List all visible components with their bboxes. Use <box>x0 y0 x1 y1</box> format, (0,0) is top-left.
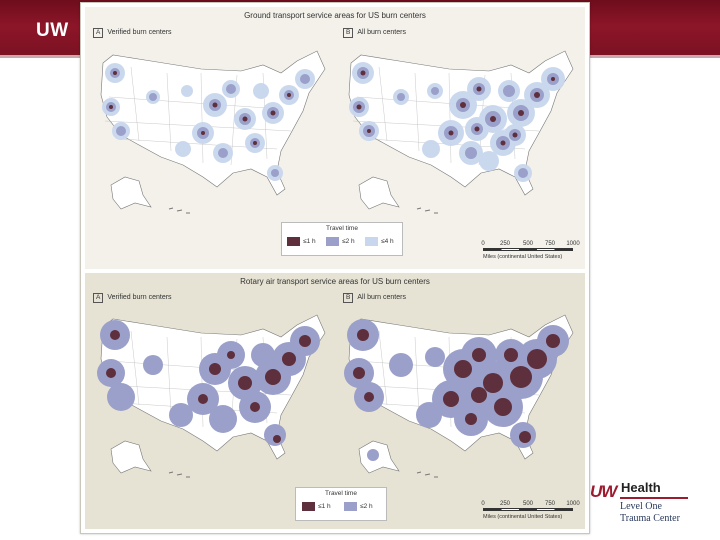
air-all-map <box>344 314 574 478</box>
scale-tick: 750 <box>544 501 556 507</box>
legend-label: ≤1 h <box>318 503 331 511</box>
scale-tick: 1000 <box>566 241 580 247</box>
scale-bar-graphic <box>483 248 573 251</box>
ground-legend-title: Travel time <box>326 225 358 232</box>
logo-trauma-center: Trauma Center <box>620 513 680 524</box>
scale-tick: 0 <box>481 241 485 247</box>
ground-legend-item-1h: ≤1 h <box>287 237 316 246</box>
air-map-a-letter: A <box>93 293 104 303</box>
air-map-b-letter: B <box>343 293 354 303</box>
logo-health-text: Health <box>621 480 661 495</box>
uw-health-logo: UW Health Level One Trauma Center <box>590 480 700 530</box>
ground-panel-title: Ground transport service areas for US bu… <box>244 11 426 20</box>
ground-legend-item-4h: ≤4 h <box>365 237 394 246</box>
logo-level-one: Level One <box>620 501 662 512</box>
air-legend-title: Travel time <box>325 490 357 497</box>
legend-swatch <box>365 237 378 246</box>
scale-caption: Miles (continental United States) <box>483 514 563 520</box>
ground-map-a-text: Verified burn centers <box>107 29 172 36</box>
air-verified-map <box>97 314 326 478</box>
air-transport-panel: Rotary air transport service areas for U… <box>85 273 585 529</box>
logo-rule <box>620 497 688 499</box>
ground-scale-bar: 0 250 500 750 1000 Miles (continental Un… <box>481 241 579 267</box>
legend-swatch <box>344 502 357 511</box>
scale-tick: 250 <box>499 241 511 247</box>
ground-map-b-label: B All burn centers <box>343 28 406 38</box>
header-uw-label: UW <box>36 20 69 41</box>
ground-transport-panel: Ground transport service areas for US bu… <box>85 7 585 269</box>
legend-label: ≤2 h <box>342 238 355 246</box>
ground-verified-map <box>100 50 326 214</box>
air-legend-item-2h: ≤2 h <box>344 502 373 511</box>
legend-label: ≤4 h <box>381 238 394 246</box>
air-panel-title: Rotary air transport service areas for U… <box>240 277 430 286</box>
ground-map-a-letter: A <box>93 28 104 38</box>
air-map-b-label: B All burn centers <box>343 293 406 303</box>
scale-tick: 500 <box>522 501 534 507</box>
air-legend: Travel time ≤1 h ≤2 h <box>295 487 387 521</box>
air-scale-bar: 0 250 500 750 1000 Miles (continental Un… <box>481 501 579 527</box>
scale-tick: 0 <box>481 501 485 507</box>
logo-uw-mark: UW <box>590 482 617 501</box>
legend-label: ≤1 h <box>303 238 316 246</box>
scale-tick: 750 <box>544 241 556 247</box>
ground-map-b-letter: B <box>343 28 354 38</box>
air-map-a-label: A Verified burn centers <box>93 293 172 303</box>
scale-caption: Miles (continental United States) <box>483 254 563 260</box>
burn-center-figure: Ground transport service areas for US bu… <box>80 2 590 534</box>
ground-map-b-text: All burn centers <box>357 29 406 36</box>
ground-map-a-label: A Verified burn centers <box>93 28 172 38</box>
legend-swatch <box>302 502 315 511</box>
scale-tick: 500 <box>522 241 534 247</box>
scale-tick: 1000 <box>566 501 580 507</box>
air-map-a-text: Verified burn centers <box>107 294 172 301</box>
scale-tick: 250 <box>499 501 511 507</box>
legend-swatch <box>326 237 339 246</box>
air-map-b-text: All burn centers <box>357 294 406 301</box>
ground-legend-item-2h: ≤2 h <box>326 237 355 246</box>
ground-all-map <box>348 50 574 214</box>
legend-swatch <box>287 237 300 246</box>
legend-label: ≤2 h <box>360 503 373 511</box>
ground-legend: Travel time ≤1 h ≤2 h ≤4 h <box>281 222 403 256</box>
air-legend-item-1h: ≤1 h <box>302 502 331 511</box>
scale-bar-graphic <box>483 508 573 511</box>
